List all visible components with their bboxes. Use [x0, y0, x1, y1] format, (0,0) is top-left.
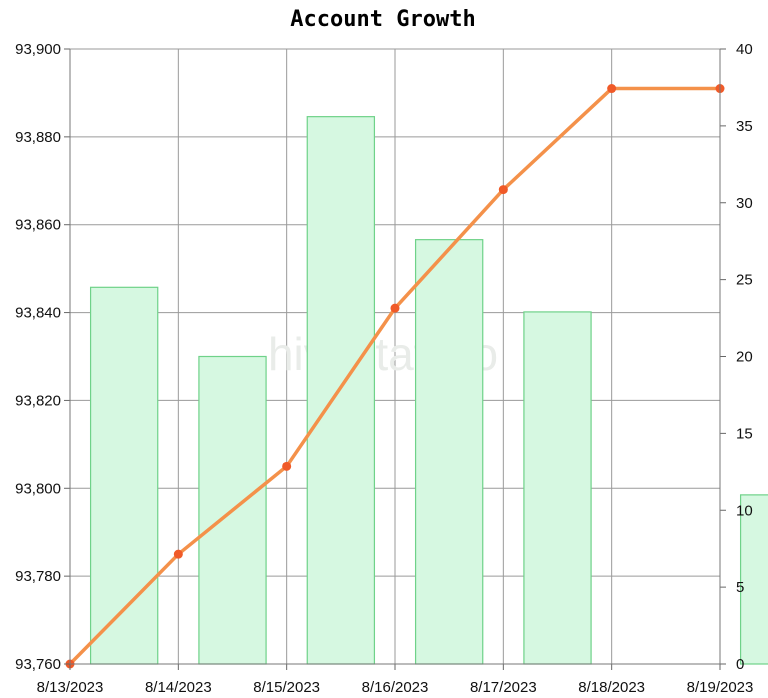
- right-axis-tick-label: 0: [736, 656, 744, 673]
- right-axis-tick-label: 30: [736, 195, 753, 212]
- line-point: [607, 84, 617, 94]
- left-axis-tick-label: 93,780: [15, 568, 61, 585]
- axes: 93,760 93,780 93,800 93,820 93,840 93,860 93,8…: [15, 41, 753, 696]
- left-axis-tick-label: 93,820: [15, 392, 61, 409]
- left-axis-tick-label: 93,880: [15, 129, 61, 146]
- left-axis-tick-label: 93,900: [15, 41, 61, 58]
- line-series: [65, 84, 725, 669]
- right-axis-tick-label: 40: [736, 41, 753, 58]
- left-axis-tick-label: 93,860: [15, 217, 61, 234]
- line-point: [173, 549, 183, 559]
- right-axis-tick-label: 35: [736, 118, 753, 135]
- left-axis-tick-label: 93,800: [15, 480, 61, 497]
- x-axis-tick-label: 8/17/2023: [470, 679, 537, 696]
- bar: [739, 494, 768, 665]
- left-axis-tick-label: 93,760: [15, 656, 61, 673]
- left-axis-tick-label: 93,840: [15, 305, 61, 322]
- x-axis-tick-label: 8/14/2023: [145, 679, 212, 696]
- right-axis-tick-label: 25: [736, 272, 753, 289]
- right-axis-tick-label: 5: [736, 579, 744, 596]
- bar: [414, 239, 484, 665]
- x-axis-tick-label: 8/19/2023: [687, 679, 754, 696]
- x-axis-tick-label: 8/15/2023: [253, 679, 320, 696]
- right-axis-tick-label: 10: [736, 502, 753, 519]
- bar-series: [89, 116, 768, 665]
- line-point: [498, 185, 508, 195]
- line-point: [282, 461, 292, 471]
- x-axis-tick-label: 8/13/2023: [37, 679, 104, 696]
- x-axis-tick-label: 8/16/2023: [362, 679, 429, 696]
- x-axis-tick-label: 8/18/2023: [578, 679, 645, 696]
- right-axis-tick-label: 20: [736, 349, 753, 366]
- bar: [523, 311, 592, 665]
- right-axis-tick-label: 15: [736, 425, 753, 442]
- line-point: [390, 303, 400, 313]
- chart-title: Account Growth: [290, 7, 475, 32]
- bar: [89, 286, 159, 665]
